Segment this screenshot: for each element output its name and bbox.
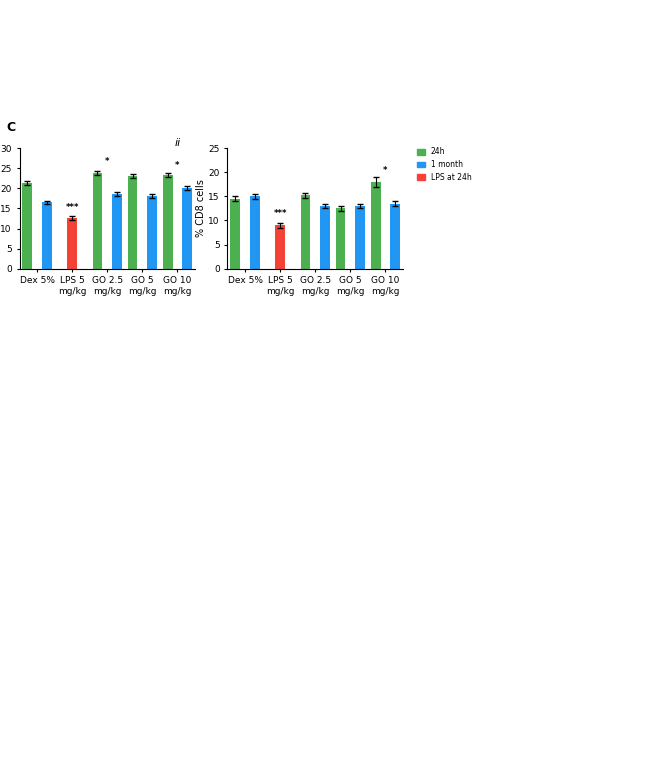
Text: ***: *** — [66, 203, 79, 213]
Bar — [370, 182, 380, 269]
Text: ***: *** — [274, 209, 287, 218]
Bar — [320, 206, 330, 269]
Bar — [127, 176, 137, 269]
Text: ii: ii — [175, 139, 181, 148]
Y-axis label: % CD8 cells: % CD8 cells — [196, 179, 205, 238]
Bar — [250, 196, 260, 269]
Bar — [67, 218, 77, 269]
Bar — [112, 194, 122, 269]
Bar — [335, 208, 345, 269]
Bar — [183, 189, 192, 269]
Bar — [230, 199, 240, 269]
Bar — [162, 175, 172, 269]
Text: *: * — [384, 166, 387, 174]
Bar — [300, 196, 310, 269]
Bar — [42, 203, 52, 269]
Text: *: * — [105, 157, 109, 166]
Bar — [391, 203, 400, 269]
Bar — [275, 225, 285, 269]
Text: C: C — [6, 121, 16, 134]
Bar — [356, 206, 365, 269]
Legend: 24h, 1 month, LPS at 24h: 24h, 1 month, LPS at 24h — [415, 146, 473, 184]
Bar — [148, 196, 157, 269]
Bar — [92, 173, 102, 269]
Bar — [22, 183, 32, 269]
Text: *: * — [176, 161, 179, 170]
